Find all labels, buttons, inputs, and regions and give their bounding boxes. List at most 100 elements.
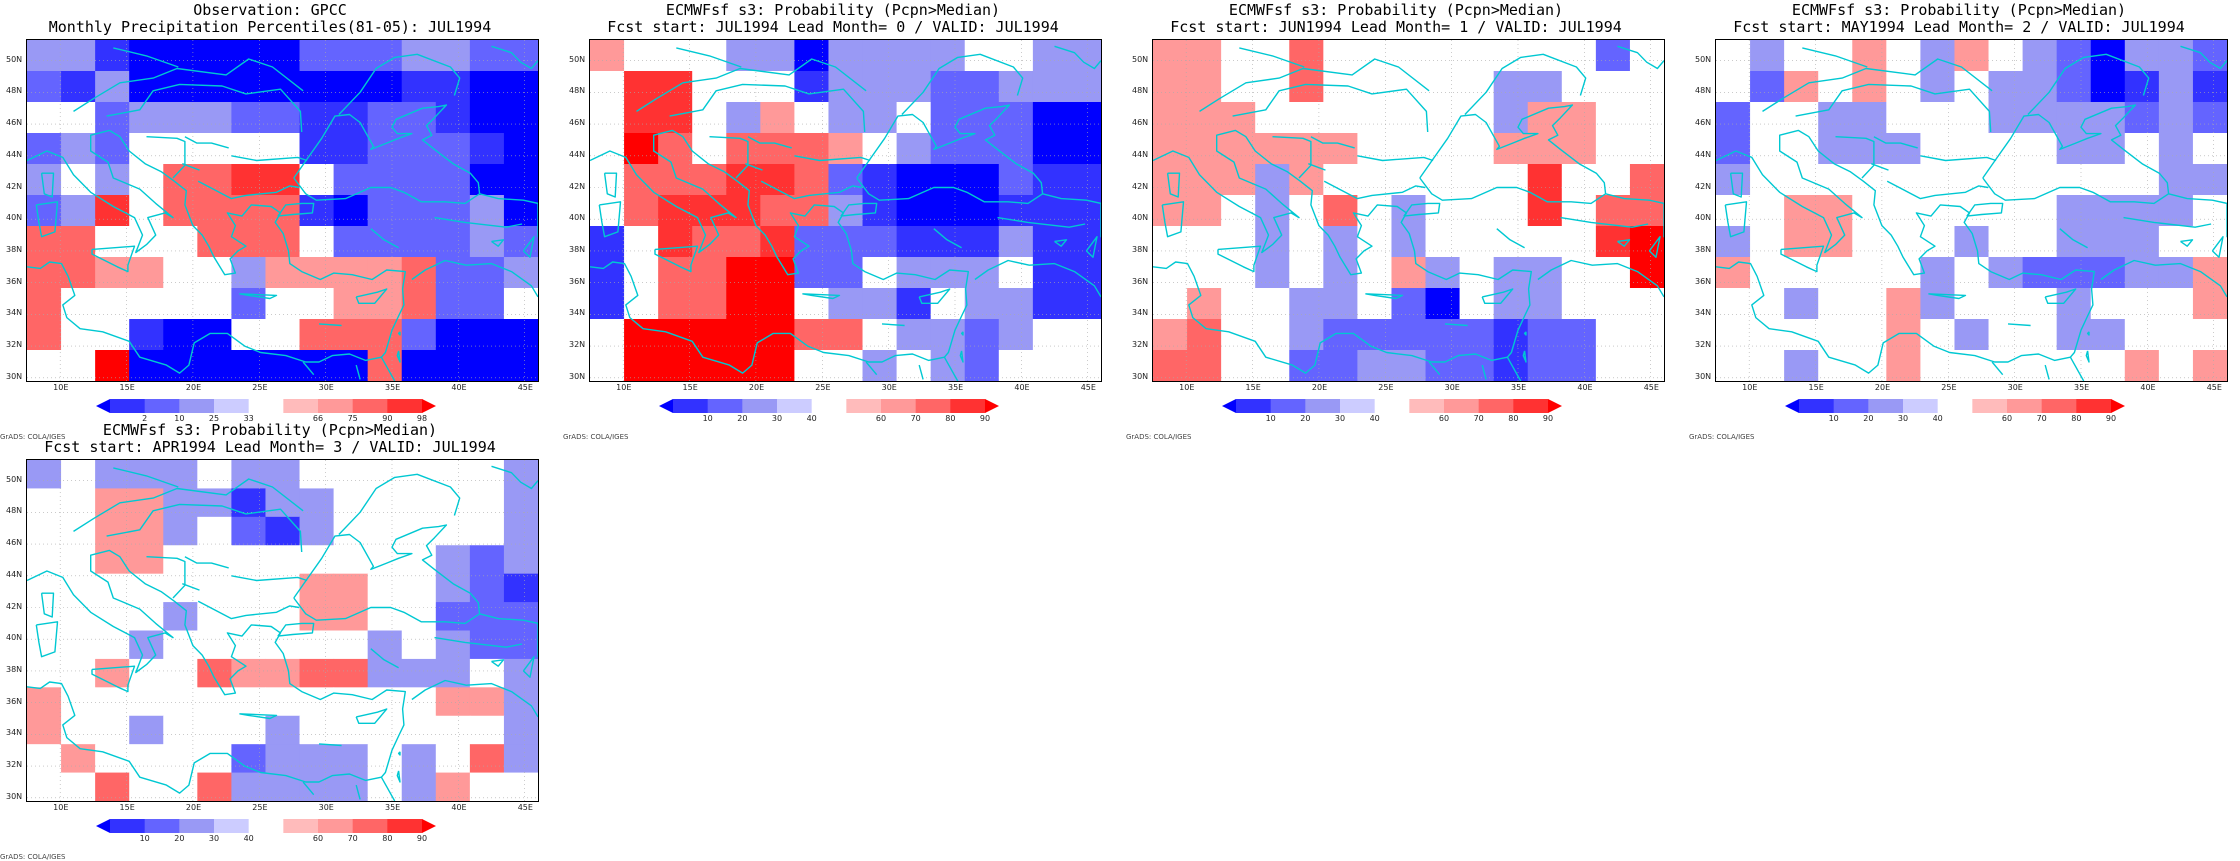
grid-cell: [1818, 133, 1853, 165]
grid-cell: [1425, 350, 1461, 381]
grid-cell: [469, 133, 505, 165]
coastline: [960, 331, 964, 336]
coastline: [1605, 193, 1664, 205]
grid-cell: [1716, 133, 1751, 165]
lat-tick-label: 38N: [6, 244, 23, 254]
grid-cell: [998, 71, 1034, 103]
grid-cell: [231, 288, 266, 320]
grid-cell: [265, 715, 301, 745]
grid-cell: [862, 102, 898, 134]
colorbar-cell: [1785, 399, 1799, 413]
coastline: [231, 575, 308, 582]
grid-cell: [1716, 226, 1751, 258]
grid-cell: [27, 687, 62, 717]
colorbar-cell: [707, 399, 743, 413]
grid-cell: [231, 687, 266, 717]
colorbar-label: 70: [347, 834, 358, 843]
grid-cell: [2124, 40, 2160, 72]
grid-cell: [1886, 288, 1921, 320]
grid-cell: [2124, 195, 2160, 227]
coastline: [1161, 201, 1185, 238]
grid-cell: [401, 602, 437, 631]
coastline: [881, 323, 905, 327]
grid-cell: [299, 102, 335, 134]
grid-cell: [333, 102, 369, 134]
grid-cell: [95, 715, 130, 745]
grid-cell: [1527, 288, 1563, 320]
grid-cell: [1886, 195, 1921, 227]
grid-cell: [1595, 319, 1631, 351]
grid-cell: [1187, 133, 1222, 165]
lon-tick-label: 25E: [252, 383, 268, 392]
grid-cell: [197, 319, 232, 351]
coastline: [2086, 331, 2090, 336]
grid-cell: [1255, 319, 1290, 351]
coastline: [1729, 172, 1744, 198]
grid-cell: [930, 102, 966, 134]
grid-cell: [163, 687, 198, 717]
grid-cell: [1784, 288, 1819, 320]
grid-cell: [299, 744, 335, 774]
coastline: [380, 776, 396, 801]
lat-tick-label: 34N: [6, 308, 23, 318]
grid-cell: [1221, 288, 1256, 320]
grid-cell: [998, 319, 1034, 351]
colorbar-label: 60: [1438, 414, 1450, 423]
grid-cell: [1323, 226, 1358, 258]
coastline: [654, 245, 699, 273]
grid-cell: [469, 687, 505, 717]
grid-cell: [503, 744, 538, 774]
grid-cell: [2022, 226, 2058, 258]
grid-cell: [299, 164, 335, 196]
grid-cell: [794, 195, 829, 227]
coastline: [1403, 202, 1441, 217]
map-svg: [27, 40, 538, 381]
grid-cell: [1255, 164, 1290, 196]
lat-tick-label: 34N: [569, 308, 586, 318]
grid-cell: [1221, 133, 1256, 165]
grid-cell: [367, 102, 403, 134]
grid-cell: [1988, 71, 2024, 103]
colorbar-cell: [985, 399, 999, 413]
grid-cell: [692, 319, 727, 351]
grid-cell: [163, 288, 198, 320]
grid-cell: [435, 71, 471, 103]
grid-cell: [1032, 288, 1068, 320]
grid-cell: [61, 772, 96, 801]
lon-tick-label: 10E: [616, 383, 632, 392]
lat-tick-label: 38N: [6, 664, 23, 674]
grid-cell: [2158, 350, 2194, 381]
grid-cell: [1920, 257, 1955, 289]
coastline: [1617, 239, 1631, 247]
grid-cell: [435, 164, 471, 196]
coastline: [491, 659, 505, 667]
grid-cell: [1289, 102, 1324, 134]
colorbar-label: 90: [979, 414, 991, 423]
grid-cell: [163, 40, 198, 72]
grid-cell: [862, 226, 898, 258]
grid-cell: [1629, 40, 1664, 72]
grid-cell: [692, 350, 727, 381]
grid-cell: [503, 40, 538, 72]
grid-cell: [1032, 350, 1068, 381]
colorbar-cell: [1374, 399, 1410, 413]
coastline: [1217, 245, 1262, 273]
grid-cell: [2022, 195, 2058, 227]
grid-cell: [1988, 226, 2024, 258]
grid-cell: [503, 288, 538, 320]
grid-cell: [231, 164, 266, 196]
grid-cell: [964, 288, 1000, 320]
colorbar-label: 10: [1265, 414, 1276, 423]
grid-cell: [95, 102, 130, 134]
grid-cell: [828, 257, 864, 289]
grid-cell: [1818, 195, 1853, 227]
colorbar-label: 90: [416, 834, 428, 843]
grid-cell: [27, 226, 62, 258]
grid-cell: [794, 71, 829, 103]
coastline: [1871, 163, 1889, 171]
grid-cell: [1920, 40, 1955, 72]
grid-cell: [1289, 288, 1324, 320]
coastline: [1920, 155, 1997, 162]
grid-cell: [231, 195, 266, 227]
coastline: [1166, 172, 1181, 198]
